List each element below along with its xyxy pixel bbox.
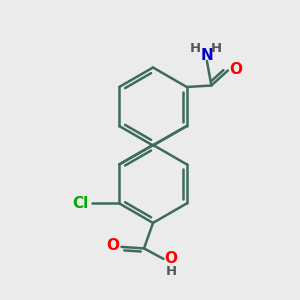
Text: H: H: [211, 42, 222, 55]
Text: O: O: [164, 251, 178, 266]
Text: N: N: [200, 48, 213, 63]
Text: O: O: [229, 61, 242, 76]
Text: Cl: Cl: [73, 196, 89, 211]
Text: O: O: [106, 238, 120, 253]
Text: H: H: [190, 42, 201, 55]
Text: H: H: [165, 265, 177, 278]
